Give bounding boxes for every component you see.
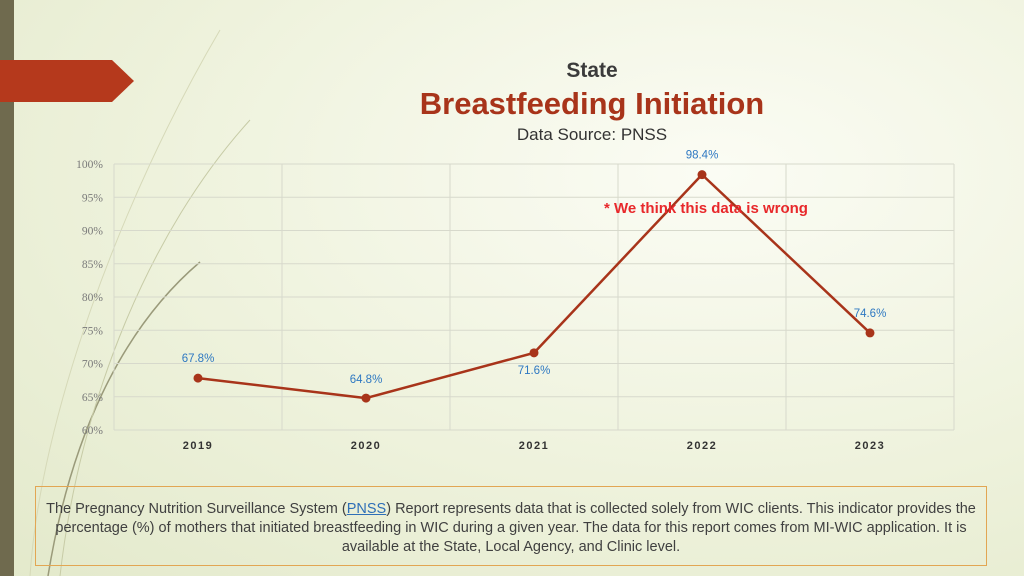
y-tick-label: 95% — [82, 192, 104, 204]
data-label: 64.8% — [350, 374, 383, 386]
y-tick-label: 60% — [82, 425, 104, 437]
pnss-link[interactable]: PNSS — [346, 501, 387, 517]
x-tick-label: 2022 — [687, 440, 717, 452]
left-accent-bar — [0, 0, 14, 576]
data-label: 98.4% — [686, 150, 719, 162]
x-tick-label: 2023 — [855, 440, 885, 452]
data-label: 74.6% — [854, 308, 887, 320]
footer-text-before: The Pregnancy Nutrition Surveillance Sys… — [46, 501, 347, 517]
footer-text-after: ) Report represents data that is collect… — [55, 501, 976, 555]
data-label: 67.8% — [182, 353, 215, 365]
data-source-label: Data Source: PNSS — [516, 125, 668, 144]
chart-title: State — [566, 59, 618, 82]
data-point — [529, 348, 539, 358]
y-tick-label: 70% — [82, 359, 104, 371]
x-tick-label: 2021 — [519, 440, 549, 452]
data-point — [697, 170, 707, 180]
data-point — [865, 328, 875, 338]
y-tick-label: 90% — [82, 226, 104, 238]
y-tick-label: 65% — [82, 392, 104, 404]
x-tick-label: 2020 — [351, 440, 381, 452]
y-tick-label: 100% — [76, 159, 103, 171]
footer-description: The Pregnancy Nutrition Surveillance Sys… — [35, 486, 987, 566]
data-point — [361, 393, 371, 403]
chart-title-block: State Breastfeeding Initiation Data Sour… — [392, 58, 792, 146]
y-tick-label: 75% — [82, 325, 104, 337]
data-point — [193, 373, 203, 383]
y-tick-label: 80% — [82, 292, 104, 304]
y-tick-label: 85% — [82, 259, 104, 271]
chart-subtitle: Breastfeeding Initiation — [419, 86, 765, 121]
data-label: 71.6% — [518, 365, 551, 377]
annotation-note: * We think this data is wrong — [604, 200, 808, 217]
x-tick-label: 2019 — [183, 440, 213, 452]
